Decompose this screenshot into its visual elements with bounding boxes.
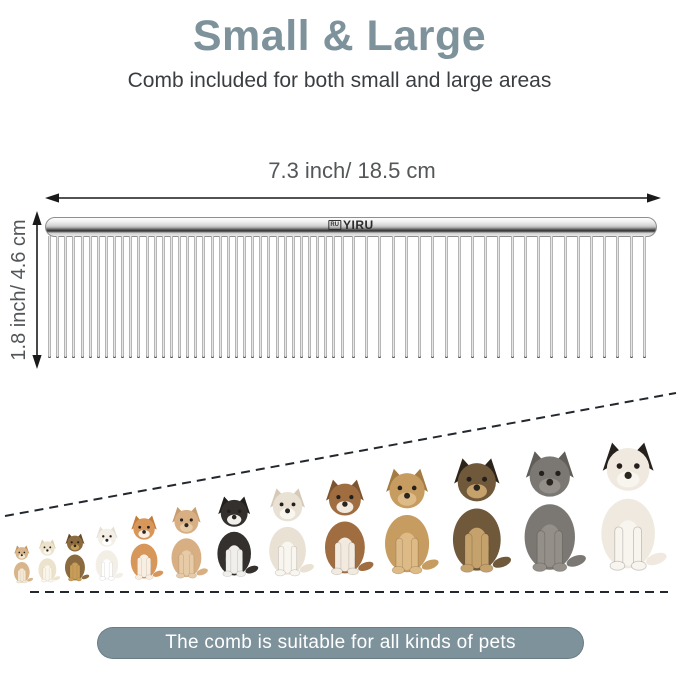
dog-corgi	[130, 515, 164, 580]
banner-text: The comb is suitable for all kinds of pe…	[165, 632, 516, 653]
dog-yorkshire-terrier	[65, 533, 90, 582]
comb-tooth	[484, 236, 488, 358]
dog-landseer	[601, 442, 667, 571]
comb-tooth	[576, 236, 580, 358]
brand-logo: RU YIRU	[328, 218, 374, 232]
comb-tooth	[113, 236, 116, 358]
comb-tooth	[316, 236, 320, 358]
comb-tooth	[275, 236, 279, 358]
comb-tooth	[332, 236, 336, 358]
comb-teeth	[48, 236, 646, 358]
dog-german-shepherd	[452, 458, 511, 573]
comb-tooth	[431, 236, 435, 358]
comb-spine: RU YIRU	[45, 217, 657, 237]
comb-tooth	[510, 236, 514, 358]
comb-tooth	[418, 236, 422, 358]
comb-tooth	[169, 236, 173, 358]
comb-tooth	[48, 236, 51, 358]
brand-name: YIRU	[343, 218, 374, 232]
width-dimension-label: 7.3 inch/ 18.5 cm	[268, 158, 436, 183]
comb-tooth	[178, 236, 181, 358]
comb-tooth	[234, 236, 238, 358]
width-dimension-arrow-icon	[45, 193, 661, 203]
dog-husky	[268, 488, 314, 577]
comb-tooth	[457, 236, 461, 358]
comb-tooth	[267, 236, 271, 358]
comb-tooth	[340, 236, 344, 358]
diagonal-dashed-line	[4, 392, 677, 517]
comb-tooth	[129, 236, 133, 358]
dog-chihuahua	[13, 545, 34, 584]
comb-tooth	[365, 236, 369, 358]
comb-tooth	[299, 236, 303, 358]
comb-teeth-coarse-section	[352, 236, 646, 358]
comb-tooth	[378, 236, 382, 358]
page-title: Small & Large	[192, 12, 487, 60]
size-guide-lines	[4, 392, 677, 593]
comb-tooth	[352, 236, 355, 358]
dog-size-lineup	[10, 398, 668, 588]
comb-tooth	[186, 236, 190, 358]
comb-tooth	[283, 236, 287, 358]
comb-tooth	[629, 236, 633, 358]
comb-tooth	[161, 236, 165, 358]
comb-tooth	[642, 236, 646, 358]
comb-tooth	[137, 236, 141, 358]
comb-tooth	[153, 236, 157, 358]
comb-tooth	[194, 236, 198, 358]
comb-tooth	[96, 236, 100, 358]
comb-tooth	[308, 236, 311, 358]
comb-tooth	[550, 236, 554, 358]
comb-tooth	[72, 236, 76, 358]
dog-afghan-hound	[385, 468, 440, 575]
comb-teeth-fine-section	[48, 236, 344, 358]
comb-tooth	[243, 236, 246, 358]
height-dimension-arrow-icon	[32, 211, 42, 369]
comb-tooth	[563, 236, 567, 358]
dog-sheltie	[324, 479, 374, 576]
comb-tooth	[391, 236, 395, 358]
comb-tooth	[88, 236, 92, 358]
comb-tooth	[523, 236, 527, 358]
comb-tooth	[537, 236, 541, 358]
dog-toy-poodle	[171, 506, 209, 579]
comb-tooth	[603, 236, 607, 358]
comb-tooth	[616, 236, 620, 358]
comb-tooth	[64, 236, 68, 358]
comb-tooth	[589, 236, 593, 358]
suitability-banner: The comb is suitable for all kinds of pe…	[97, 627, 584, 659]
brand-logo-mark-icon: RU	[328, 220, 341, 230]
dog-standard-poodle	[524, 451, 586, 572]
comb-tooth	[56, 236, 60, 358]
comb-tooth	[80, 236, 84, 358]
comb-tooth	[104, 236, 108, 358]
comb-tooth	[404, 236, 408, 358]
comb-tooth	[470, 236, 474, 358]
comb-tooth	[291, 236, 295, 358]
comb-tooth	[121, 236, 125, 358]
comb-tooth	[259, 236, 263, 358]
page-subtitle: Comb included for both small and large a…	[127, 69, 552, 92]
comb-tooth	[226, 236, 230, 358]
dog-japanese-spitz	[95, 526, 124, 581]
comb-tooth	[218, 236, 222, 358]
comb-tooth	[210, 236, 214, 358]
comb-tooth	[497, 236, 501, 358]
comb-tooth	[251, 236, 255, 358]
comb-tooth	[444, 236, 448, 358]
dog-maltese	[38, 539, 60, 583]
dog-border-collie	[217, 496, 259, 577]
comb-tooth	[324, 236, 328, 358]
comb-tooth	[145, 236, 149, 358]
comb-tooth	[202, 236, 206, 358]
